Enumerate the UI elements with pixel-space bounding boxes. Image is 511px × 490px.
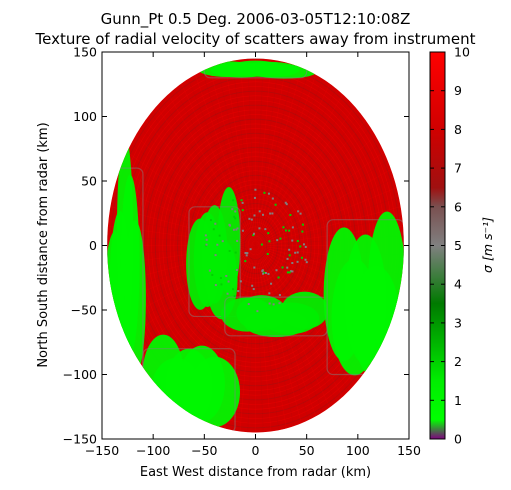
colorbar-tick-label: 0	[454, 432, 462, 447]
colorbar-tick-label: 6	[454, 199, 462, 214]
low-value-region	[186, 186, 241, 320]
x-tick-label: −150	[85, 443, 119, 458]
colorbar-tick-label: 8	[454, 122, 462, 137]
chart-title: Gunn_Pt 0.5 Deg. 2006-03-05T12:10:08Z	[101, 10, 411, 29]
x-tick-label: −100	[136, 443, 170, 458]
y-axis-label: North South distance from radar (km)	[36, 122, 51, 367]
colorbar-tick-label: 3	[454, 315, 462, 330]
colorbar: 0 1 2 3 4 5 6 7 8 9 10 σ [m s⁻¹]	[429, 45, 495, 447]
colorbar-ticks: 0 1 2 3 4 5 6 7 8 9 10	[430, 45, 470, 447]
colorbar-tick-label: 1	[454, 393, 462, 408]
low-value-region	[323, 211, 404, 379]
y-tick-label: 150	[73, 45, 97, 60]
chart-subtitle: Texture of radial velocity of scatters a…	[35, 30, 476, 48]
y-tick-label: −50	[71, 303, 97, 318]
x-tick-label: 50	[299, 443, 315, 458]
x-axis-ticks: −150 −100 −50 0 50 100 150	[85, 52, 421, 458]
colorbar-tick-label: 10	[454, 45, 470, 60]
y-axis-ticks: −150 −100 −50 0 50 100 150	[63, 45, 409, 447]
x-tick-label: 0	[252, 443, 260, 458]
colorbar-tick-label: 9	[454, 83, 462, 98]
y-tick-label: 50	[81, 174, 97, 189]
y-tick-label: 100	[73, 109, 97, 124]
x-tick-label: −50	[191, 443, 217, 458]
x-tick-label: 100	[346, 443, 370, 458]
y-tick-label: 0	[89, 238, 97, 253]
low-value-region	[220, 291, 329, 338]
colorbar-tick-label: 2	[454, 354, 462, 369]
x-tick-label: 150	[397, 443, 421, 458]
colorbar-label: σ [m s⁻¹]	[480, 217, 495, 273]
x-axis-label: East West distance from radar (km)	[140, 465, 371, 480]
colorbar-tick-label: 4	[454, 277, 462, 292]
plot-area: −150 −100 −50 0 50 100 150 −150 −100 −50 0 50 100 15…	[63, 45, 421, 459]
y-tick-label: −100	[63, 367, 97, 382]
colorbar-tick-label: 7	[454, 161, 462, 176]
center-speckle	[204, 188, 308, 313]
colorbar-tick-label: 5	[454, 238, 462, 253]
y-tick-label: −150	[63, 432, 97, 447]
